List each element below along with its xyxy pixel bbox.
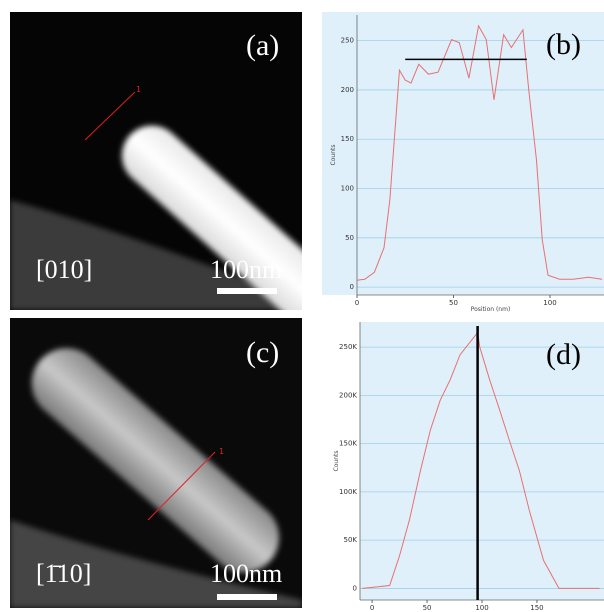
image-c: 1 (c) [1̄10] 100nm bbox=[10, 318, 302, 608]
image-a: 1 (a) [010] 100nm bbox=[10, 12, 302, 310]
profile-line bbox=[356, 24, 603, 281]
y-tick-label: 250 bbox=[341, 37, 354, 45]
marker-label: 1 bbox=[219, 447, 224, 456]
y-tick-label: 100 bbox=[341, 185, 354, 193]
y-tick-label: 150K bbox=[339, 440, 357, 448]
y-tick-label: 150 bbox=[341, 135, 354, 143]
scale-label: 100nm bbox=[210, 255, 282, 284]
y-tick-label: 200 bbox=[341, 86, 354, 94]
y-tick-label: 100K bbox=[339, 488, 357, 496]
x-tick-label: 0 bbox=[370, 604, 374, 612]
x-tick-label: 0 bbox=[355, 299, 359, 307]
y-axis-label: Counts bbox=[330, 145, 337, 166]
panel-label: (a) bbox=[246, 29, 279, 62]
y-tick-label: 250K bbox=[339, 343, 357, 351]
panel-label: (b) bbox=[546, 28, 581, 61]
x-tick-label: 150 bbox=[530, 604, 543, 612]
zone-axis: [010] bbox=[36, 255, 92, 284]
panel-label: (d) bbox=[546, 338, 581, 371]
zone-axis: [1̄10] bbox=[36, 559, 91, 588]
y-tick-label: 0 bbox=[350, 283, 354, 291]
panel-label: (c) bbox=[246, 336, 279, 369]
scale-bar bbox=[217, 288, 277, 294]
chart-panel: 0 50 100 150 200 250 0 50 100 Position (nm) Counts… bbox=[322, 12, 604, 313]
y-tick-label: 200K bbox=[339, 391, 357, 399]
y-axis-label: Counts bbox=[333, 451, 340, 472]
x-tick-label: 100 bbox=[543, 299, 556, 307]
plot-background bbox=[360, 322, 604, 600]
y-tick-label: 50 bbox=[345, 234, 354, 242]
x-axis-label: Position (nm) bbox=[471, 306, 511, 313]
marker-label: 1 bbox=[136, 85, 141, 94]
x-tick-label: 50 bbox=[423, 604, 432, 612]
chart-panel: 0 50K 100K 150K 200K 250K 0 50 100 150 Counts (d) bbox=[333, 322, 604, 612]
profile-line bbox=[362, 331, 600, 589]
scale-bar bbox=[217, 594, 277, 600]
x-tick-label: 50 bbox=[449, 299, 458, 307]
y-tick-label: 0 bbox=[353, 584, 357, 592]
scale-label: 100nm bbox=[210, 559, 282, 588]
x-tick-label: 100 bbox=[475, 604, 488, 612]
y-tick-label: 50K bbox=[344, 536, 358, 544]
